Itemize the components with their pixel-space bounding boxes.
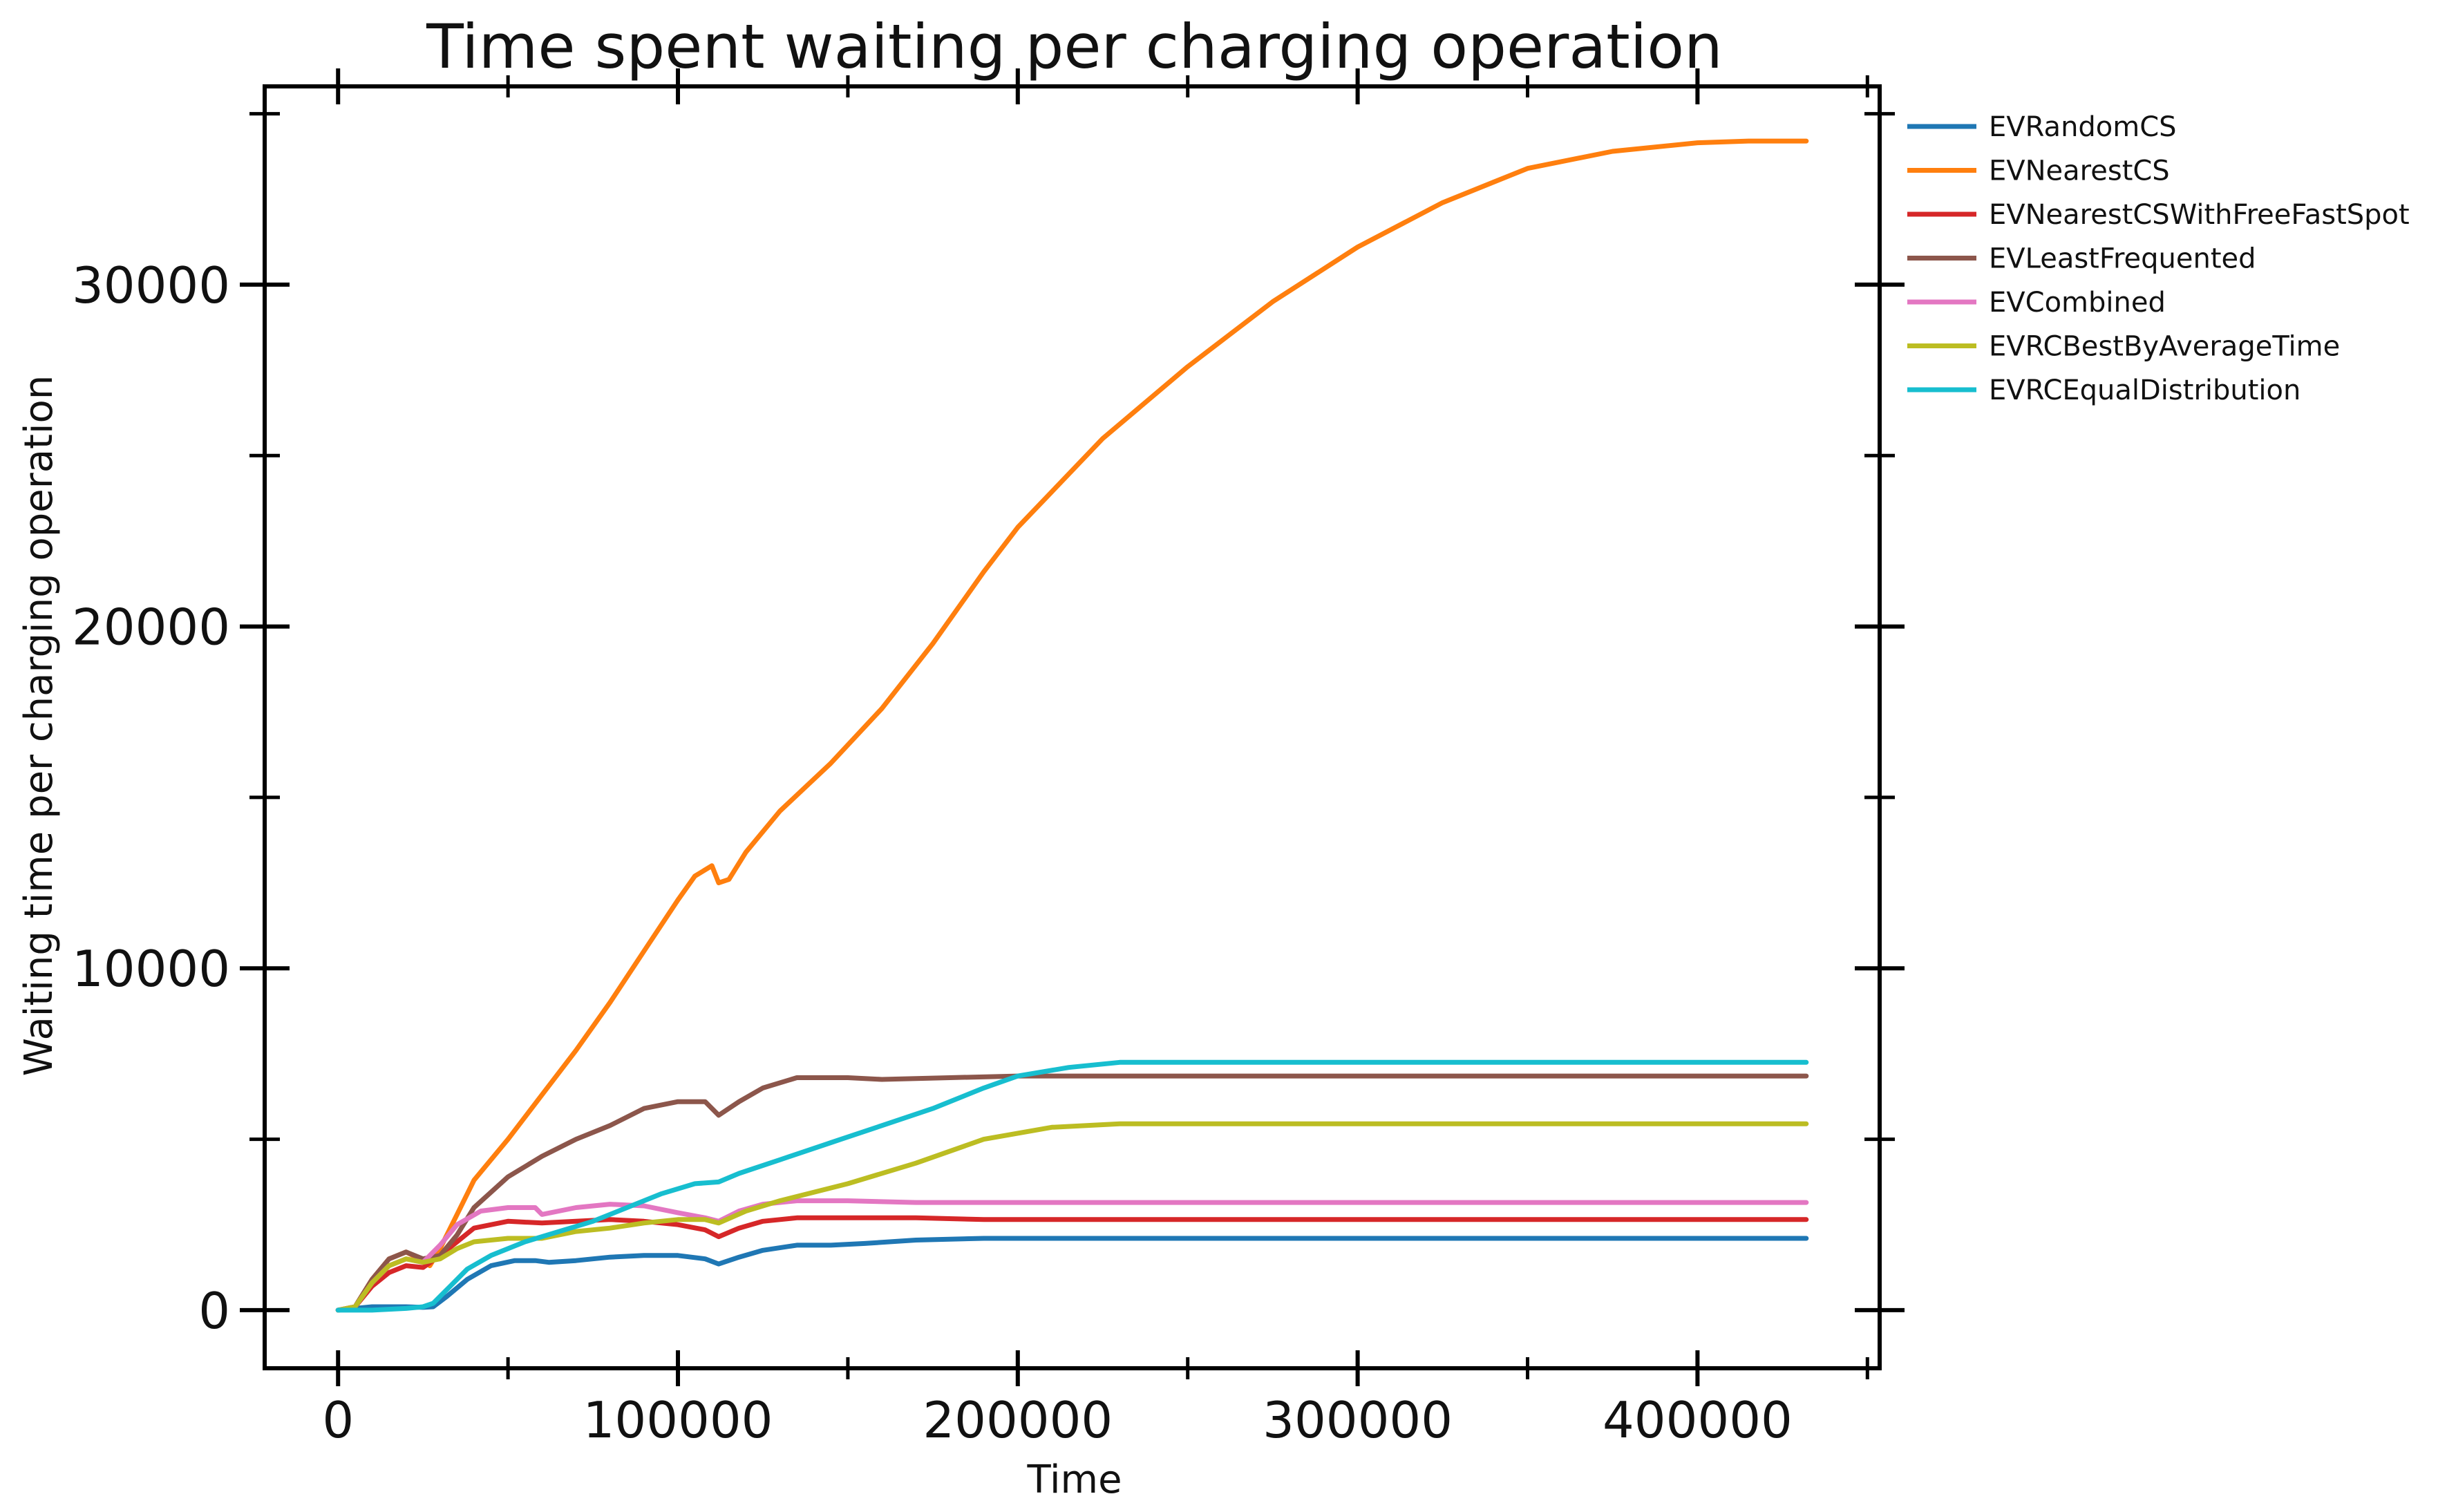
series-line-5 — [335, 1121, 1809, 1313]
legend-label-4: EVCombined — [1989, 287, 2166, 319]
chart-title: Time spent waiting per charging operatio… — [426, 11, 1723, 82]
x-axis-label: Time — [1026, 1457, 1122, 1502]
series-line-3 — [335, 1073, 1809, 1313]
x-tick-label: 300000 — [1263, 1391, 1453, 1449]
legend-label-1: EVNearestCS — [1989, 155, 2170, 187]
y-tick-label: 30000 — [72, 256, 230, 314]
legend-label-5: EVRCBestByAverageTime — [1989, 331, 2340, 363]
x-tick-label: 100000 — [583, 1391, 773, 1449]
series-line-0 — [335, 1236, 1809, 1313]
legend-label-6: EVRCEqualDistribution — [1989, 375, 2300, 406]
series-line-1 — [335, 138, 1809, 1313]
legend: EVRandomCS EVNearestCS EVNearestCSWithFree… — [1907, 111, 2410, 406]
legend-label-2: EVNearestCSWithFreeFastSpot — [1989, 199, 2410, 231]
legend-label-0: EVRandomCS — [1989, 111, 2177, 143]
legend-label-3: EVLeastFrequented — [1989, 243, 2256, 275]
plot-frame — [263, 84, 1882, 1370]
y-tick-label: 10000 — [72, 940, 230, 998]
y-tick-label: 0 — [198, 1282, 230, 1340]
y-axis-label: Waiting time per charging operation — [17, 375, 62, 1077]
series-line-2 — [335, 1215, 1809, 1313]
y-tick-label: 20000 — [72, 598, 230, 656]
x-tick-label: 0 — [322, 1391, 354, 1449]
series-line-6 — [335, 1059, 1809, 1313]
plot-area: 0 100000 200000 300000 400000 0 10000 20000 3000… — [72, 68, 1905, 1449]
x-tick-label: 400000 — [1603, 1391, 1793, 1449]
x-tick-label: 200000 — [923, 1391, 1113, 1449]
